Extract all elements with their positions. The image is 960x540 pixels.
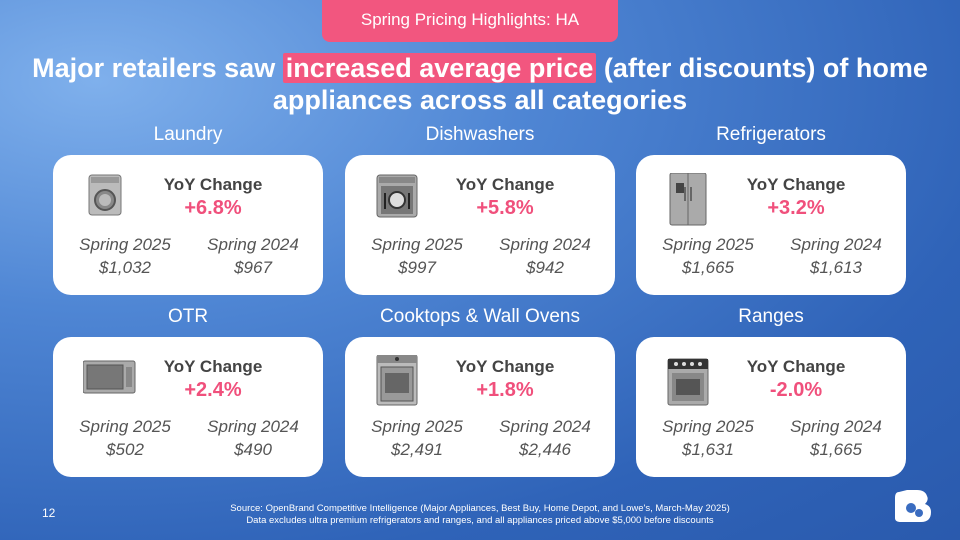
change-value: +6.8% (184, 197, 242, 219)
price-card: YoY Change +3.2% Spring 2025 $1,665 Spring 2… (636, 155, 906, 295)
price-value: $490 (234, 440, 272, 459)
category-label: Ranges (738, 306, 804, 327)
header-tag: Spring Pricing Highlights: HA (322, 0, 618, 42)
category-label: Cooktops & Wall Ovens (380, 306, 580, 327)
price-card: YoY Change -2.0% Spring 2025 $1,631 Spring 2… (636, 337, 906, 477)
period-label: Spring 2025 (371, 235, 463, 254)
appliance-icon (667, 358, 709, 406)
change-value: +1.8% (476, 379, 534, 401)
price-card: YoY Change +6.8% Spring 2025 $1,032 Spring 2… (53, 155, 323, 295)
change-value: +2.4% (184, 379, 242, 401)
appliance-icon (669, 173, 707, 226)
change-label: YoY Change (163, 175, 263, 194)
price-card: YoY Change +2.4% Spring 2025 $502 Spring 202… (53, 337, 323, 477)
change-label: YoY Change (163, 357, 263, 376)
change-value: -2.0% (769, 379, 823, 401)
headline-text: (after discounts) of home appliances acr… (272, 53, 928, 115)
page-number: 12 (42, 506, 56, 520)
change-value: +3.2% (767, 197, 825, 219)
appliance-icon (83, 360, 136, 394)
category-label: Laundry (153, 124, 223, 145)
price-value: $1,631 (682, 440, 734, 459)
headline-highlight: increased average price (282, 53, 597, 83)
price-card: YoY Change +1.8% Spring 2025 $2,491 Spring 2… (345, 337, 615, 477)
category-label: OTR (167, 306, 209, 327)
change-label: YoY Change (455, 175, 555, 194)
price-value: $942 (526, 258, 564, 277)
period-label: Spring 2024 (790, 417, 882, 436)
price-value: $1,665 (682, 258, 734, 277)
price-value: $502 (106, 440, 144, 459)
period-label: Spring 2025 (79, 417, 171, 436)
price-value: $967 (234, 258, 272, 277)
source: Source: OpenBrand Competitive Intelligen… (160, 503, 800, 527)
category-label: Refrigerators (716, 124, 826, 145)
logo (895, 490, 931, 522)
price-value: $997 (398, 258, 436, 277)
period-label: Spring 2025 (79, 235, 171, 254)
period-label: Spring 2024 (207, 235, 299, 254)
change-label: YoY Change (455, 357, 555, 376)
period-label: Spring 2024 (499, 417, 591, 436)
change-label: YoY Change (746, 175, 846, 194)
period-label: Spring 2024 (499, 235, 591, 254)
period-label: Spring 2025 (371, 417, 463, 436)
headline-text: Major retailers saw (32, 53, 283, 83)
price-value: $2,491 (391, 440, 443, 459)
change-label: YoY Change (746, 357, 846, 376)
appliance-icon (376, 174, 418, 218)
period-label: Spring 2025 (662, 235, 754, 254)
period-label: Spring 2024 (790, 235, 882, 254)
price-value: $2,446 (519, 440, 571, 459)
appliance-icon (88, 174, 122, 216)
source-line: Source: OpenBrand Competitive Intelligen… (230, 503, 730, 514)
period-label: Spring 2025 (662, 417, 754, 436)
headline: Major retailers saw increased average pr… (0, 52, 960, 116)
category-label: Dishwashers (425, 124, 535, 145)
price-value: $1,613 (810, 258, 862, 277)
change-value: +5.8% (476, 197, 534, 219)
period-label: Spring 2024 (207, 417, 299, 436)
price-card: YoY Change +5.8% Spring 2025 $997 Spring 202… (345, 155, 615, 295)
appliance-icon (376, 355, 418, 406)
source-note: Data excludes ultra premium refrigerator… (246, 515, 714, 526)
price-value: $1,032 (99, 258, 151, 277)
price-value: $1,665 (810, 440, 862, 459)
